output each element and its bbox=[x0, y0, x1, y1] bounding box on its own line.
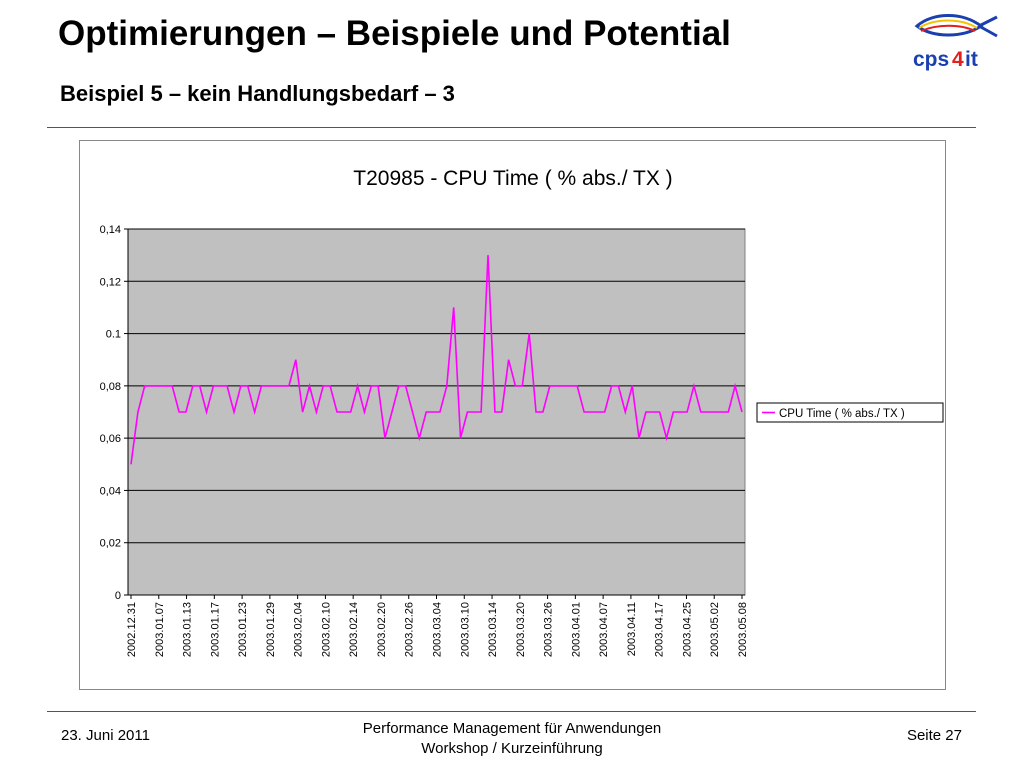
y-tick-label: 0 bbox=[115, 590, 121, 602]
x-tick-label: 2003.04.07 bbox=[598, 602, 610, 657]
y-tick-label: 0,02 bbox=[100, 538, 121, 550]
footer-line-2: Workshop / Kurzeinführung bbox=[421, 740, 603, 757]
header-divider bbox=[47, 127, 976, 128]
logo-text-cps: cps bbox=[913, 48, 949, 71]
x-tick-label: 2003.04.11 bbox=[626, 602, 638, 656]
x-tick-label: 2002.12.31 bbox=[126, 602, 138, 657]
chart-title: T20985 - CPU Time ( % abs./ TX ) bbox=[353, 167, 672, 190]
x-tick-label: 2003.01.29 bbox=[265, 602, 277, 657]
y-tick-label: 0,04 bbox=[100, 485, 121, 497]
footer-line-1: Performance Management für Anwendungen bbox=[362, 720, 662, 737]
x-tick-label: 2003.03.04 bbox=[432, 602, 444, 657]
y-tick-label: 0,14 bbox=[100, 224, 121, 236]
footer-date: 23. Juni 2011 bbox=[61, 727, 150, 744]
logo-text-it: it bbox=[965, 48, 978, 71]
x-tick-label: 2003.02.14 bbox=[348, 602, 360, 657]
chart-frame: T20985 - CPU Time ( % abs./ TX ) 0 0,02 0,… bbox=[79, 140, 946, 690]
x-tick-label: 2003.02.10 bbox=[320, 602, 332, 657]
legend-label: CPU Time ( % abs./ TX ) bbox=[779, 408, 905, 420]
footer-center: Performance Management für Anwendungen W… bbox=[262, 719, 762, 759]
x-tick-label: 2003.04.25 bbox=[681, 602, 693, 657]
company-logo: cps 4 it bbox=[905, 14, 1005, 74]
series-line-cpu-time bbox=[130, 255, 743, 465]
x-tick-label: 2003.03.14 bbox=[487, 602, 499, 657]
footer-page-number: Seite 27 bbox=[906, 727, 962, 744]
x-tick-label: 2003.01.07 bbox=[154, 602, 166, 657]
x-tick-label: 2003.03.26 bbox=[543, 602, 555, 657]
legend-box bbox=[756, 402, 944, 423]
x-tick-label: 2003.05.08 bbox=[737, 602, 749, 657]
x-tick-label: 2003.05.02 bbox=[709, 602, 721, 657]
y-tick-label: 0,08 bbox=[100, 381, 121, 393]
x-tick-label: 2003.02.20 bbox=[376, 602, 388, 657]
x-tick-label: 2003.01.17 bbox=[209, 602, 221, 657]
fish-icon: cps 4 it bbox=[913, 14, 998, 71]
footer-divider bbox=[47, 711, 976, 712]
slide-title: Optimierungen – Beispiele und Potential bbox=[58, 14, 731, 53]
x-tick-label: 2003.04.01 bbox=[570, 602, 582, 657]
logo-text-4: 4 bbox=[952, 48, 964, 71]
y-tick-label: 0,12 bbox=[100, 276, 121, 288]
x-tick-label: 2003.01.13 bbox=[182, 602, 194, 657]
x-tick-label: 2003.04.17 bbox=[654, 602, 666, 657]
y-tick-label: 0,06 bbox=[100, 433, 121, 445]
x-tick-label: 2003.03.10 bbox=[459, 602, 471, 657]
x-tick-label: 2003.01.23 bbox=[237, 602, 249, 657]
y-tick-label: 0.1 bbox=[106, 329, 121, 341]
x-tick-label: 2003.02.26 bbox=[404, 602, 416, 657]
x-tick-label: 2003.02.04 bbox=[293, 602, 305, 657]
x-tick-label: 2003.03.20 bbox=[515, 602, 527, 657]
cpu-time-chart: T20985 - CPU Time ( % abs./ TX ) 0 0,02 0,… bbox=[100, 167, 944, 657]
slide-subtitle: Beispiel 5 – kein Handlungsbedarf – 3 bbox=[60, 81, 455, 106]
